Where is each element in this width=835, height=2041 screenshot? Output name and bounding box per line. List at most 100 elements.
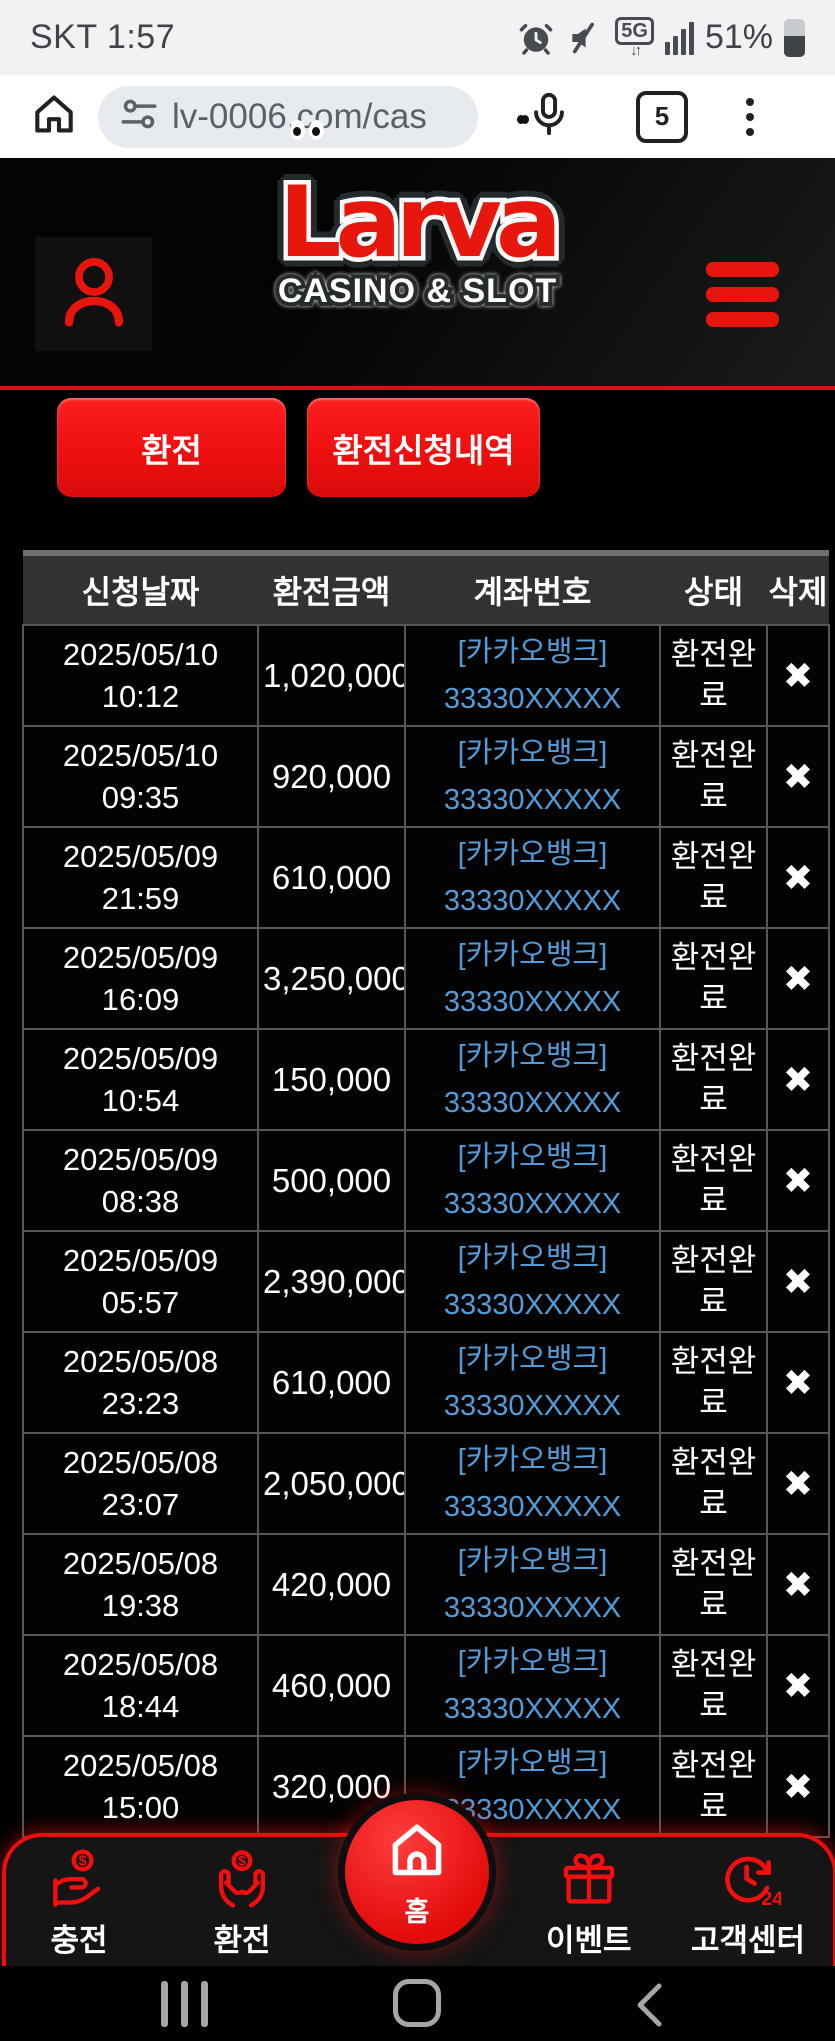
delete-cell[interactable]: ✖ (766, 927, 830, 1030)
table-row: 2025/05/10 09:35 920,000 [카카오뱅크] 33330XXXX… (22, 725, 830, 828)
account-button[interactable] (35, 237, 152, 351)
svg-text:24: 24 (761, 1888, 781, 1910)
tune-icon (118, 93, 160, 140)
delete-cell[interactable]: ✖ (766, 1129, 830, 1232)
request-date-cell: 2025/05/09 10:54 (22, 1028, 259, 1131)
status-cell: 환전완료 (659, 826, 768, 929)
nav-item-event[interactable]: 이벤트 (546, 1847, 632, 1960)
status-cell: 환전완료 (659, 927, 768, 1030)
status-cell: 환전완료 (659, 725, 768, 828)
table-row: 2025/05/10 10:12 1,020,000 [카카오뱅크] 33330XX… (22, 624, 830, 727)
delete-cell[interactable]: ✖ (766, 1533, 830, 1636)
delete-icon: ✖ (782, 755, 814, 797)
delete-cell[interactable]: ✖ (766, 1634, 830, 1737)
delete-icon: ✖ (782, 1058, 814, 1100)
address-bar[interactable]: lv-0006.com/cas (98, 85, 478, 148)
request-date-cell: 2025/05/08 19:38 (22, 1533, 259, 1636)
amount-cell: 1,020,000 (257, 624, 406, 727)
table-row: 2025/05/09 21:59 610,000 [카카오뱅크] 33330XXXX… (22, 826, 830, 929)
header-request-date: 신청날짜 (23, 550, 258, 625)
request-date-cell: 2025/05/10 10:12 (22, 624, 259, 727)
table-row: 2025/05/08 23:23 610,000 [카카오뱅크] 33330XXXX… (22, 1331, 830, 1434)
delete-cell[interactable]: ✖ (766, 1432, 830, 1535)
account-cell[interactable]: [카카오뱅크] 33330XXXXX (404, 1028, 661, 1131)
account-cell[interactable]: [카카오뱅크] 33330XXXXX (404, 1533, 661, 1636)
account-cell[interactable]: [카카오뱅크] 33330XXXXX (404, 1634, 661, 1737)
account-cell[interactable]: [카카오뱅크] 33330XXXXX (404, 927, 661, 1030)
request-date-cell: 2025/05/08 23:07 (22, 1432, 259, 1535)
site-logo[interactable]: Larva CASINO & SLOT (0, 115, 835, 314)
amount-cell: 500,000 (257, 1129, 406, 1232)
withdraw-history-table: 신청날짜 환전금액 계좌번호 상태 삭제 2025/05/10 10:12 1,0… (22, 550, 830, 1838)
amount-cell: 3,250,000 (257, 927, 406, 1030)
android-home-icon[interactable] (393, 1979, 441, 2027)
tab-count-button[interactable]: 5 (636, 90, 688, 143)
account-cell[interactable]: [카카오뱅크] 33330XXXXX (404, 1735, 661, 1838)
bottom-nav: $ 충전 $ 환전 (2, 1833, 835, 1970)
withdraw-button[interactable]: 환전 (57, 398, 286, 497)
battery-percent-label: 51% (704, 18, 773, 56)
table-row: 2025/05/08 15:00 320,000 [카카오뱅크] 33330XXXX… (22, 1735, 830, 1838)
amount-cell: 2,390,000 (257, 1230, 406, 1333)
header-status: 상태 (660, 550, 767, 625)
delete-icon: ✖ (782, 1462, 814, 1504)
nav-item-charge[interactable]: $ 충전 (46, 1847, 112, 1960)
table-body: 2025/05/10 10:12 1,020,000 [카카오뱅크] 33330XX… (22, 624, 830, 1838)
alarm-icon (517, 19, 555, 57)
account-cell[interactable]: [카카오뱅크] 33330XXXXX (404, 826, 661, 929)
amount-cell: 420,000 (257, 1533, 406, 1636)
clock-24-icon: 24 (715, 1847, 781, 1913)
delete-icon: ✖ (782, 1159, 814, 1201)
delete-cell[interactable]: ✖ (766, 624, 830, 727)
status-cell: 환전완료 (659, 1634, 768, 1737)
status-cell: 환전완료 (659, 1129, 768, 1232)
status-cell: 환전완료 (659, 1533, 768, 1636)
table-row: 2025/05/08 23:07 2,050,000 [카카오뱅크] 33330XX… (22, 1432, 830, 1535)
request-date-cell: 2025/05/09 16:09 (22, 927, 259, 1030)
mute-icon (566, 19, 604, 57)
network-5g-icon: 5G ↓↑ (615, 17, 654, 58)
logo-tagline: CASINO & SLOT (274, 268, 560, 314)
recents-icon[interactable] (161, 1981, 208, 2027)
delete-cell[interactable]: ✖ (766, 1028, 830, 1131)
delete-cell[interactable]: ✖ (766, 1230, 830, 1333)
larva-eyes-icon (289, 120, 324, 140)
account-cell[interactable]: [카카오뱅크] 33330XXXXX (404, 1432, 661, 1535)
user-icon (52, 250, 136, 339)
browser-menu-icon[interactable] (746, 97, 754, 136)
back-icon[interactable] (631, 1981, 667, 2034)
request-date-cell: 2025/05/09 05:57 (22, 1230, 259, 1333)
amount-cell: 460,000 (257, 1634, 406, 1737)
delete-cell[interactable]: ✖ (766, 725, 830, 828)
header-account: 계좌번호 (405, 550, 660, 625)
svg-text:$: $ (79, 1853, 87, 1869)
withdraw-history-button[interactable]: 환전신청내역 (307, 398, 540, 497)
home-icon (382, 1815, 452, 1890)
account-cell[interactable]: [카카오뱅크] 33330XXXXX (404, 1230, 661, 1333)
delete-icon: ✖ (782, 654, 814, 696)
nav-item-home[interactable]: 홈 (345, 1800, 489, 1944)
nav-item-support[interactable]: 24 고객센터 (691, 1847, 805, 1960)
account-cell[interactable]: [카카오뱅크] 33330XXXXX (404, 624, 661, 727)
delete-icon: ✖ (782, 957, 814, 999)
account-cell[interactable]: [카카오뱅크] 33330XXXXX (404, 1129, 661, 1232)
mic-icon[interactable] (524, 87, 574, 146)
account-cell[interactable]: [카카오뱅크] 33330XXXXX (404, 725, 661, 828)
table-header-row: 신청날짜 환전금액 계좌번호 상태 삭제 (23, 550, 829, 625)
delete-icon: ✖ (782, 1664, 814, 1706)
status-cell: 환전완료 (659, 1028, 768, 1131)
menu-icon[interactable] (706, 262, 779, 327)
browser-home-icon[interactable] (28, 88, 80, 145)
amount-cell: 610,000 (257, 826, 406, 929)
account-cell[interactable]: [카카오뱅크] 33330XXXXX (404, 1331, 661, 1434)
nav-item-exchange[interactable]: $ 환전 (209, 1847, 275, 1960)
signal-bars-icon (664, 21, 694, 55)
site-header: Larva CASINO & SLOT (0, 115, 835, 390)
delete-cell[interactable]: ✖ (766, 1331, 830, 1434)
delete-icon: ✖ (782, 1563, 814, 1605)
delete-cell[interactable]: ✖ (766, 1735, 830, 1838)
header-amount: 환전금액 (258, 550, 405, 625)
android-nav-bar (0, 1966, 835, 2041)
delete-cell[interactable]: ✖ (766, 826, 830, 929)
